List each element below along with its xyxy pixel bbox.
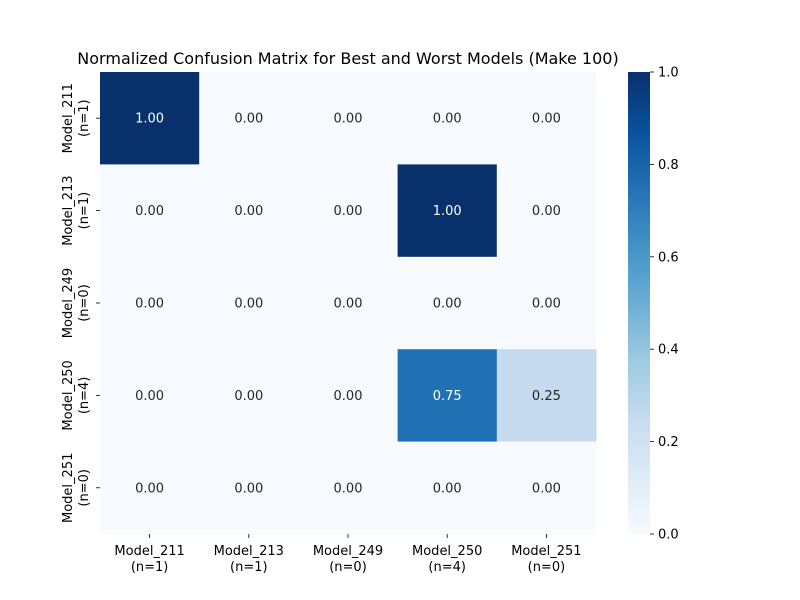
heatmap-cell xyxy=(199,72,299,165)
heatmap-cell xyxy=(100,72,200,165)
cell-value-label: 0.00 xyxy=(334,204,363,219)
heatmap-cell xyxy=(100,256,200,350)
heatmap-cell xyxy=(199,349,299,443)
x-axis: Model_211 (n=1) Model_213 (n=1) Model_249 (n=… xyxy=(114,534,582,575)
colorbar-tick-label: 0.6 xyxy=(658,250,679,265)
colorbar-tick-label: 0.2 xyxy=(658,435,679,450)
y-tick-label: Model_249(n=0) xyxy=(61,268,92,338)
heatmap-cell xyxy=(397,256,498,350)
cell-value-label: 0.00 xyxy=(135,481,164,496)
y-axis: Model_211(n=1) Model_213(n=1) Model_249(n=… xyxy=(61,83,100,523)
cell-value-label: 0.25 xyxy=(532,389,561,404)
heatmap-cell xyxy=(298,441,399,535)
cell-value-label: 0.00 xyxy=(532,204,561,219)
chart-title: Normalized Confusion Matrix for Best and… xyxy=(77,49,618,68)
heatmap-cell xyxy=(496,164,597,258)
cell-value-label: 0.00 xyxy=(234,112,263,127)
cell-value-label: 0.00 xyxy=(334,481,363,496)
heatmap-cell xyxy=(496,349,597,443)
cell-value-label: 0.00 xyxy=(334,112,363,127)
x-tick-label: Model_249 (n=0) xyxy=(313,544,383,575)
cell-value-label: 0.00 xyxy=(234,297,263,312)
cell-value-label: 0.75 xyxy=(433,389,462,404)
y-tick-label: Model_213(n=1) xyxy=(61,175,92,245)
colorbar: 0.0 0.2 0.4 0.6 0.8 1.0 xyxy=(628,66,679,543)
heatmap-cell xyxy=(199,256,299,350)
heatmap-cell xyxy=(397,441,498,535)
y-tick-label: Model_211(n=1) xyxy=(61,83,92,153)
heatmap-cell xyxy=(496,72,597,165)
heatmap-cells xyxy=(100,72,597,535)
heatmap-cell xyxy=(100,349,200,443)
y-tick-label: Model_250(n=4) xyxy=(61,360,92,430)
cell-value-label: 0.00 xyxy=(234,204,263,219)
heatmap-cell xyxy=(100,164,200,258)
heatmap-cell xyxy=(298,72,399,165)
cell-value-label: 0.00 xyxy=(532,481,561,496)
x-tick-label: Model_250 (n=4) xyxy=(412,544,482,575)
cell-value-labels: 1.00 0.00 0.00 0.00 0.00 0.00 0.00 0.00 1.00 0.00… xyxy=(135,112,561,497)
heatmap-cell xyxy=(496,441,597,535)
colorbar-gradient xyxy=(628,72,650,534)
heatmap-cell xyxy=(496,256,597,350)
cell-value-label: 0.00 xyxy=(334,297,363,312)
cell-value-label: 0.00 xyxy=(135,389,164,404)
cell-value-label: 0.00 xyxy=(532,297,561,312)
cell-value-label: 1.00 xyxy=(433,204,462,219)
heatmap-cell xyxy=(298,349,399,443)
cell-value-label: 0.00 xyxy=(135,204,164,219)
cell-value-label: 0.00 xyxy=(433,297,462,312)
cell-value-label: 0.00 xyxy=(135,297,164,312)
cell-value-label: 1.00 xyxy=(135,112,164,127)
colorbar-tick-label: 0.0 xyxy=(658,528,679,543)
heatmap-cell xyxy=(397,72,498,165)
cell-value-label: 0.00 xyxy=(433,481,462,496)
colorbar-tick-label: 1.0 xyxy=(658,66,679,81)
cell-value-label: 0.00 xyxy=(234,389,263,404)
heatmap-cell xyxy=(199,441,299,535)
heatmap-cell xyxy=(199,164,299,258)
heatmap-cell xyxy=(298,164,399,258)
cell-value-label: 0.00 xyxy=(532,112,561,127)
heatmap-cell xyxy=(298,256,399,350)
colorbar-tick-label: 0.4 xyxy=(658,343,679,358)
heatmap-cell xyxy=(100,441,200,535)
heatmap-cell xyxy=(397,164,498,258)
x-tick-label: Model_213 (n=1) xyxy=(214,544,284,575)
y-tick-label: Model_251(n=0) xyxy=(61,453,92,523)
cell-value-label: 0.00 xyxy=(433,112,462,127)
cell-value-label: 0.00 xyxy=(234,481,263,496)
x-tick-label: Model_211 (n=1) xyxy=(114,544,184,575)
heatmap-cell xyxy=(397,349,498,443)
cell-value-label: 0.00 xyxy=(334,389,363,404)
colorbar-tick-label: 0.8 xyxy=(658,158,679,173)
x-tick-label: Model_251 (n=0) xyxy=(511,544,581,575)
